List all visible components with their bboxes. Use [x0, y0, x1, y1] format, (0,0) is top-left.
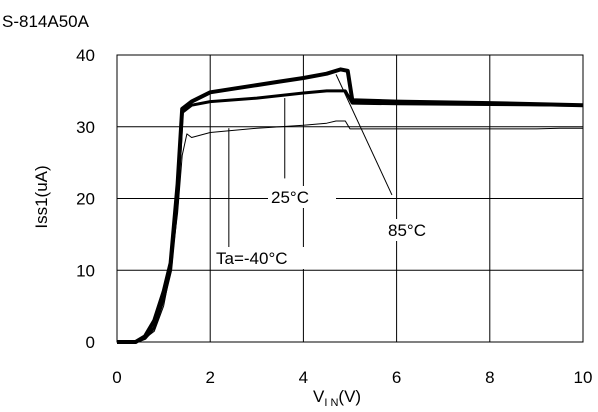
- callout-label-bg-1: [385, 219, 447, 241]
- y-tick-labels: 0 10 20 30 40: [76, 46, 95, 352]
- callout-label-bg-2: [213, 247, 331, 269]
- callout-label-2: Ta=-40°C: [216, 249, 288, 268]
- callout-label-1: 85°C: [388, 221, 426, 240]
- callout-group: 25°C 85°C Ta=-40°C: [213, 74, 447, 269]
- x-axis-label: VI N(V): [313, 387, 361, 409]
- y-tick-label: 20: [76, 190, 95, 209]
- series-line-0: [117, 120, 583, 343]
- plot-frame: [116, 54, 584, 343]
- callout-leader-2: [335, 74, 393, 196]
- y-tick-label: 30: [76, 118, 95, 137]
- x-axis-label-unit: (V): [338, 387, 361, 406]
- x-tick-label: 2: [205, 368, 214, 387]
- y-tick-label: 0: [86, 333, 95, 352]
- x-tick-label: 10: [574, 368, 593, 387]
- callout-label-0: 25°C: [271, 188, 309, 207]
- series-group: [117, 67, 584, 344]
- x-tick-labels: 0 2 4 6 8 10: [112, 368, 592, 387]
- series-line-2: [117, 67, 584, 344]
- y-tick-label: 40: [76, 46, 95, 65]
- y-tick-label: 10: [76, 261, 95, 280]
- x-tick-label: 8: [485, 368, 494, 387]
- series-line-1: [117, 89, 584, 344]
- x-tick-label: 4: [299, 368, 308, 387]
- x-tick-label: 0: [112, 368, 121, 387]
- x-tick-label: 6: [392, 368, 401, 387]
- callout-label-bg-0: [268, 186, 336, 208]
- y-axis-label: Iss1(uA): [32, 165, 51, 228]
- chart-title: S-814A50A: [2, 12, 90, 31]
- x-axis-label-main: V: [313, 387, 325, 406]
- x-axis-label-sub: I N: [324, 397, 338, 409]
